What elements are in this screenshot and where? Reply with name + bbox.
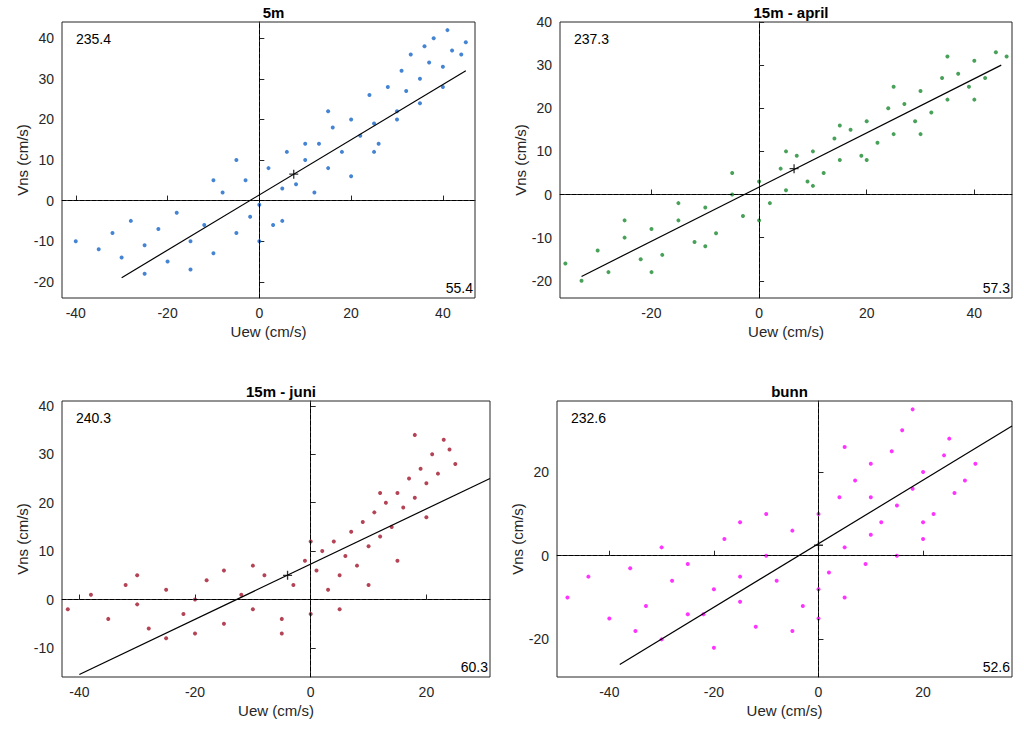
svg-text:235.4: 235.4: [76, 31, 111, 47]
svg-text:-20: -20: [34, 274, 54, 290]
svg-text:20: 20: [533, 464, 549, 480]
svg-text:30: 30: [38, 446, 54, 462]
svg-text:20: 20: [38, 495, 54, 511]
svg-text:40: 40: [536, 14, 552, 30]
svg-text:232.6: 232.6: [571, 410, 606, 426]
svg-text:20: 20: [536, 100, 552, 116]
svg-text:240.3: 240.3: [76, 410, 111, 426]
svg-text:0: 0: [541, 548, 549, 564]
svg-text:237.3: 237.3: [574, 31, 609, 47]
svg-text:0: 0: [46, 193, 54, 209]
svg-text:20: 20: [859, 305, 875, 321]
svg-text:-40: -40: [69, 684, 89, 700]
svg-text:40: 40: [967, 305, 983, 321]
svg-text:-10: -10: [532, 230, 552, 246]
svg-text:30: 30: [38, 71, 54, 87]
svg-text:10: 10: [38, 543, 54, 559]
svg-text:-20: -20: [641, 305, 661, 321]
svg-text:15m - juni: 15m - juni: [246, 383, 316, 400]
svg-text:57.3: 57.3: [983, 280, 1010, 296]
svg-text:Vns (cm/s): Vns (cm/s): [512, 124, 529, 196]
svg-text:0: 0: [544, 187, 552, 203]
svg-text:-20: -20: [185, 684, 205, 700]
svg-text:-20: -20: [704, 684, 724, 700]
svg-text:30: 30: [536, 57, 552, 73]
svg-text:60.3: 60.3: [461, 659, 488, 675]
svg-text:-20: -20: [532, 273, 552, 289]
svg-text:0: 0: [307, 684, 315, 700]
svg-text:20: 20: [38, 111, 54, 127]
svg-text:Uew (cm/s): Uew (cm/s): [747, 702, 823, 719]
svg-text:-20: -20: [529, 631, 549, 647]
svg-text:Uew (cm/s): Uew (cm/s): [238, 702, 314, 719]
svg-text:-10: -10: [34, 233, 54, 249]
svg-text:-20: -20: [157, 305, 177, 321]
svg-text:52.6: 52.6: [983, 659, 1010, 675]
svg-text:-40: -40: [66, 305, 86, 321]
svg-text:Vns (cm/s): Vns (cm/s): [509, 503, 526, 575]
svg-text:-10: -10: [34, 640, 54, 656]
svg-text:0: 0: [815, 684, 823, 700]
svg-text:0: 0: [255, 305, 263, 321]
svg-text:40: 40: [435, 305, 451, 321]
svg-text:0: 0: [755, 305, 763, 321]
svg-text:-40: -40: [599, 684, 619, 700]
svg-text:40: 40: [38, 398, 54, 414]
svg-text:10: 10: [536, 143, 552, 159]
svg-text:10: 10: [38, 152, 54, 168]
svg-text:0: 0: [46, 592, 54, 608]
svg-text:Vns (cm/s): Vns (cm/s): [14, 124, 31, 196]
svg-text:55.4: 55.4: [446, 280, 473, 296]
svg-text:15m - april: 15m - april: [753, 4, 828, 21]
svg-text:Uew (cm/s): Uew (cm/s): [748, 323, 824, 340]
svg-text:40: 40: [38, 30, 54, 46]
svg-text:20: 20: [343, 305, 359, 321]
svg-text:Uew (cm/s): Uew (cm/s): [231, 323, 307, 340]
svg-text:bunn: bunn: [771, 383, 808, 400]
svg-text:20: 20: [419, 684, 435, 700]
svg-text:20: 20: [915, 684, 931, 700]
svg-text:Vns (cm/s): Vns (cm/s): [14, 503, 31, 575]
svg-text:5m: 5m: [263, 4, 285, 21]
